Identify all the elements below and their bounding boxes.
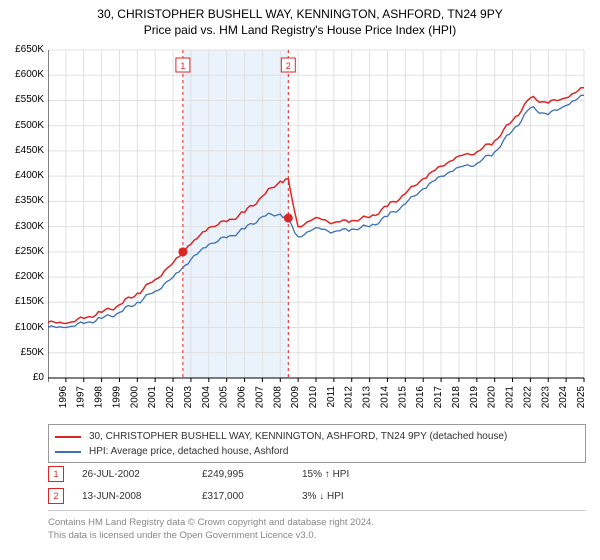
y-tick-label: £200K xyxy=(15,271,44,282)
marker-price-0: £249,995 xyxy=(202,469,302,480)
y-tick-label: £300K xyxy=(15,221,44,232)
svg-text:2015: 2015 xyxy=(397,386,408,409)
marker-row-1: 2 13-JUN-2008 £317,000 3% ↓ HPI xyxy=(48,488,586,504)
marker-date-0: 26-JUL-2002 xyxy=(82,469,202,480)
svg-text:2004: 2004 xyxy=(201,386,212,409)
y-tick-label: £400K xyxy=(15,170,44,181)
legend-label-1: HPI: Average price, detached house, Ashf… xyxy=(89,444,288,459)
svg-text:2014: 2014 xyxy=(379,386,390,409)
footer-line2: This data is licensed under the Open Gov… xyxy=(48,530,586,543)
svg-text:2024: 2024 xyxy=(558,386,569,409)
footer-note: Contains HM Land Registry data © Crown c… xyxy=(48,510,586,543)
svg-text:1: 1 xyxy=(180,61,185,71)
svg-text:2008: 2008 xyxy=(272,386,283,409)
y-tick-label: £550K xyxy=(15,94,44,105)
svg-text:2000: 2000 xyxy=(129,386,140,409)
svg-text:2010: 2010 xyxy=(308,386,319,409)
footer-line1: Contains HM Land Registry data © Crown c… xyxy=(48,517,586,530)
y-tick-label: £650K xyxy=(15,44,44,55)
marker-badge-1: 2 xyxy=(48,488,64,504)
legend-swatch-1 xyxy=(55,451,81,453)
title-block: 30, CHRISTOPHER BUSHELL WAY, KENNINGTON,… xyxy=(0,0,600,38)
svg-text:2011: 2011 xyxy=(326,386,337,408)
svg-text:2013: 2013 xyxy=(362,386,373,409)
svg-text:2: 2 xyxy=(286,61,291,71)
svg-text:2006: 2006 xyxy=(237,386,248,409)
marker-row-0: 1 26-JUL-2002 £249,995 15% ↑ HPI xyxy=(48,466,586,482)
svg-text:2022: 2022 xyxy=(522,386,533,409)
figure-container: 30, CHRISTOPHER BUSHELL WAY, KENNINGTON,… xyxy=(0,0,600,560)
svg-text:2001: 2001 xyxy=(147,386,158,409)
svg-text:1997: 1997 xyxy=(76,386,87,409)
svg-text:2025: 2025 xyxy=(576,386,587,409)
svg-text:2023: 2023 xyxy=(540,386,551,409)
y-tick-label: £600K xyxy=(15,69,44,80)
svg-text:2005: 2005 xyxy=(219,386,230,409)
chart-svg: 1 2 1995 1996 1997 1998 1999 2000 2001 2002 2003 20… xyxy=(48,46,588,416)
svg-text:2020: 2020 xyxy=(487,386,498,409)
y-tick-label: £450K xyxy=(15,145,44,156)
chart-area: 1 2 1995 1996 1997 1998 1999 2000 2001 2002 2003 20… xyxy=(48,46,588,416)
svg-text:1995: 1995 xyxy=(48,386,51,409)
svg-text:1996: 1996 xyxy=(58,386,69,409)
marker-badge-0: 1 xyxy=(48,466,64,482)
svg-text:2002: 2002 xyxy=(165,386,176,409)
svg-text:2003: 2003 xyxy=(183,386,194,409)
marker-table: 1 26-JUL-2002 £249,995 15% ↑ HPI 2 13-JU… xyxy=(48,466,586,510)
title-line1: 30, CHRISTOPHER BUSHELL WAY, KENNINGTON,… xyxy=(0,6,600,22)
svg-text:2019: 2019 xyxy=(469,386,480,409)
marker-date-1: 13-JUN-2008 xyxy=(82,491,202,502)
legend-label-0: 30, CHRISTOPHER BUSHELL WAY, KENNINGTON,… xyxy=(89,429,507,444)
y-tick-label: £100K xyxy=(15,322,44,333)
y-tick-label: £150K xyxy=(15,296,44,307)
svg-text:2018: 2018 xyxy=(451,386,462,409)
marker-delta-0: 15% ↑ HPI xyxy=(302,469,422,480)
y-tick-label: £50K xyxy=(21,347,44,358)
svg-text:2009: 2009 xyxy=(290,386,301,409)
svg-text:2021: 2021 xyxy=(505,386,516,409)
y-tick-label: £500K xyxy=(15,120,44,131)
legend-row-1: HPI: Average price, detached house, Ashf… xyxy=(55,444,579,459)
svg-text:2016: 2016 xyxy=(415,386,426,409)
svg-text:2017: 2017 xyxy=(433,386,444,409)
svg-text:2012: 2012 xyxy=(344,386,355,409)
y-tick-label: £0 xyxy=(33,372,44,383)
marker-delta-1: 3% ↓ HPI xyxy=(302,491,422,502)
svg-text:2007: 2007 xyxy=(254,386,265,409)
y-tick-label: £350K xyxy=(15,195,44,206)
legend-swatch-0 xyxy=(55,436,81,438)
legend-row-0: 30, CHRISTOPHER BUSHELL WAY, KENNINGTON,… xyxy=(55,429,579,444)
y-tick-label: £250K xyxy=(15,246,44,257)
svg-text:1998: 1998 xyxy=(94,386,105,409)
marker-price-1: £317,000 xyxy=(202,491,302,502)
svg-text:1999: 1999 xyxy=(111,386,122,409)
legend-box: 30, CHRISTOPHER BUSHELL WAY, KENNINGTON,… xyxy=(48,424,586,463)
title-line2: Price paid vs. HM Land Registry's House … xyxy=(0,22,600,38)
